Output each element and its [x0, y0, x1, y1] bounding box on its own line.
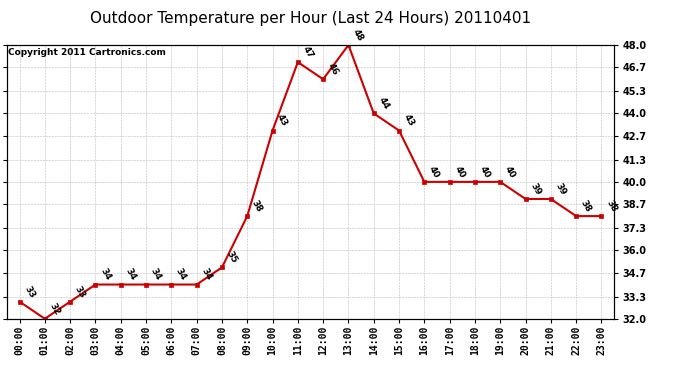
Text: 34: 34	[199, 267, 213, 282]
Text: 33: 33	[22, 284, 37, 300]
Text: 46: 46	[326, 62, 340, 77]
Text: 34: 34	[124, 267, 137, 282]
Text: 38: 38	[604, 199, 618, 214]
Text: 34: 34	[174, 267, 188, 282]
Text: 34: 34	[98, 267, 112, 282]
Text: 39: 39	[529, 182, 542, 197]
Text: 43: 43	[402, 113, 416, 128]
Text: 34: 34	[149, 267, 163, 282]
Text: 32: 32	[48, 301, 61, 316]
Text: 40: 40	[503, 164, 517, 180]
Text: 33: 33	[73, 284, 87, 300]
Text: 40: 40	[477, 164, 492, 180]
Text: 43: 43	[275, 113, 289, 128]
Text: Outdoor Temperature per Hour (Last 24 Hours) 20110401: Outdoor Temperature per Hour (Last 24 Ho…	[90, 11, 531, 26]
Text: 40: 40	[453, 164, 466, 180]
Text: 35: 35	[225, 250, 239, 265]
Text: 38: 38	[250, 199, 264, 214]
Text: 40: 40	[427, 164, 441, 180]
Text: 38: 38	[579, 199, 593, 214]
Text: 48: 48	[351, 27, 365, 43]
Text: Copyright 2011 Cartronics.com: Copyright 2011 Cartronics.com	[8, 48, 166, 57]
Text: 44: 44	[377, 96, 391, 111]
Text: 39: 39	[553, 182, 568, 197]
Text: 47: 47	[301, 44, 315, 60]
